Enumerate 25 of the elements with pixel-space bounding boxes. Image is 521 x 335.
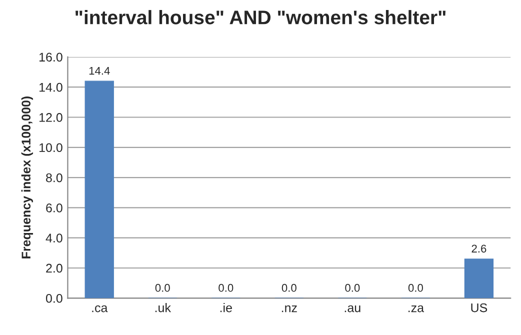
data-label: 0.0 [218,284,234,292]
data-label: 2.6 [472,244,486,253]
y-tick-label: 12.0 [39,113,62,122]
chart-title: "interval house" AND "women's shelter" [76,10,446,24]
y-axis-title: Frequency index (x100,000) [21,96,33,258]
x-tick-label: .uk [155,303,171,312]
y-tick-label: 14.0 [39,82,62,92]
x-tick-label: .ie [220,303,232,312]
y-tick-label: 8.0 [46,173,62,182]
data-label: 0.0 [155,284,170,292]
y-tick-label: 6.0 [46,204,62,212]
x-tick-label: .au [344,305,360,312]
x-tick-label: .nz [282,305,297,312]
data-label: 0.0 [345,284,360,292]
x-tick-label: .za [408,305,424,312]
y-tick-label: 0.0 [46,294,62,303]
y-tick-label: 2.0 [46,264,62,273]
y-tick-label: 16.0 [39,52,62,62]
data-label: 0.0 [408,284,423,292]
y-tick-label: 4.0 [46,234,62,242]
data-label: 14.4 [89,66,110,75]
x-tick-label: .ca [92,305,108,312]
x-tick-label: US [471,303,488,312]
y-tick-label: 10.0 [39,143,62,152]
data-label: 0.0 [282,284,296,292]
